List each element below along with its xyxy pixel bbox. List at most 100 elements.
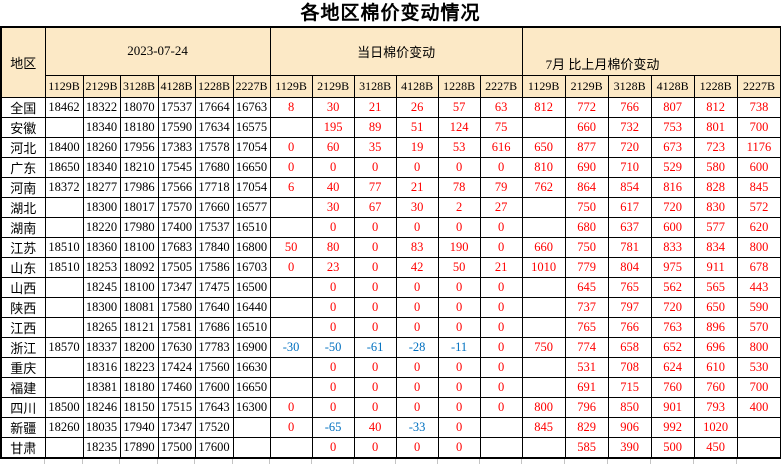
price-cell[interactable]: 17890 — [119, 436, 159, 458]
daily-change-cell[interactable]: 0 — [353, 276, 397, 298]
price-cell[interactable]: 18340 — [82, 116, 121, 138]
daily-change-cell[interactable]: 21 — [479, 256, 523, 278]
column-code-header[interactable]: 2227B — [479, 74, 523, 98]
monthly-change-cell[interactable]: 620 — [736, 216, 781, 238]
price-cell[interactable]: 17660 — [194, 196, 234, 218]
daily-change-cell[interactable]: 0 — [395, 396, 439, 418]
daily-change-cell[interactable]: 50 — [437, 256, 481, 278]
monthly-change-cell[interactable]: 765 — [564, 316, 609, 338]
column-code-header[interactable]: 2129B — [82, 74, 121, 98]
monthly-change-cell[interactable]: 796 — [564, 396, 609, 418]
column-code-header[interactable]: 1129B — [521, 74, 566, 98]
monthly-change-cell[interactable]: 617 — [607, 196, 652, 218]
column-code-header[interactable]: 3128B — [607, 74, 652, 98]
daily-change-cell[interactable]: 0 — [269, 416, 313, 438]
price-cell[interactable]: 18650 — [44, 156, 84, 178]
price-cell[interactable]: 16900 — [232, 336, 271, 358]
price-cell[interactable]: 17986 — [119, 176, 159, 198]
daily-change-cell[interactable]: 0 — [311, 376, 355, 398]
daily-change-cell[interactable]: 0 — [353, 376, 397, 398]
daily-change-cell[interactable]: 0 — [437, 316, 481, 338]
monthly-change-cell[interactable] — [521, 376, 566, 398]
column-code-header[interactable]: 1129B — [269, 74, 313, 98]
price-cell[interactable]: 18180 — [119, 116, 159, 138]
column-code-header[interactable]: 4128B — [650, 74, 695, 98]
monthly-change-cell[interactable]: 700 — [736, 376, 781, 398]
monthly-change-cell[interactable]: 680 — [564, 216, 609, 238]
monthly-change-cell[interactable]: 580 — [693, 156, 738, 178]
daily-change-cell[interactable]: 0 — [353, 256, 397, 278]
monthly-change-cell[interactable]: 779 — [564, 256, 609, 278]
price-cell[interactable]: 17940 — [119, 416, 159, 438]
monthly-change-cell[interactable]: 390 — [607, 436, 652, 458]
price-cell[interactable]: 18210 — [119, 156, 159, 178]
price-cell[interactable]: 17718 — [194, 176, 234, 198]
price-cell[interactable]: 16763 — [232, 96, 271, 118]
daily-change-cell[interactable]: 0 — [437, 396, 481, 418]
region-cell[interactable]: 河北 — [0, 136, 46, 158]
price-cell[interactable]: 17475 — [194, 276, 234, 298]
region-cell[interactable]: 江苏 — [0, 236, 46, 258]
price-cell[interactable]: 18400 — [44, 136, 84, 158]
monthly-change-cell[interactable]: 845 — [521, 416, 566, 438]
daily-change-cell[interactable]: 0 — [479, 296, 523, 318]
region-cell[interactable]: 山东 — [0, 256, 46, 278]
price-cell[interactable]: 17537 — [157, 96, 196, 118]
daily-change-cell[interactable]: 616 — [479, 136, 523, 158]
daily-change-cell[interactable]: 75 — [479, 116, 523, 138]
price-cell[interactable]: 18300 — [82, 196, 121, 218]
daily-change-cell[interactable]: -11 — [437, 336, 481, 358]
monthly-change-cell[interactable]: 760 — [693, 376, 738, 398]
daily-change-cell[interactable]: 0 — [395, 296, 439, 318]
monthly-change-cell[interactable]: 678 — [736, 256, 781, 278]
price-cell[interactable] — [44, 376, 84, 398]
daily-change-cell[interactable]: 0 — [269, 256, 313, 278]
monthly-change-cell[interactable] — [521, 216, 566, 238]
monthly-change-cell[interactable]: 691 — [564, 376, 609, 398]
monthly-change-cell[interactable]: 828 — [693, 176, 738, 198]
price-cell[interactable]: 16500 — [232, 276, 271, 298]
price-cell[interactable]: 18277 — [82, 176, 121, 198]
daily-change-cell[interactable]: 190 — [437, 236, 481, 258]
region-cell[interactable]: 全国 — [0, 96, 46, 118]
monthly-change-cell[interactable]: 812 — [693, 96, 738, 118]
price-cell[interactable]: 18246 — [82, 396, 121, 418]
price-cell[interactable]: 16650 — [232, 156, 271, 178]
monthly-change-cell[interactable]: 765 — [607, 276, 652, 298]
region-cell[interactable]: 福建 — [0, 376, 46, 398]
price-cell[interactable]: 18070 — [119, 96, 159, 118]
daily-change-cell[interactable]: 30 — [395, 196, 439, 218]
region-cell[interactable]: 重庆 — [0, 356, 46, 378]
price-cell[interactable]: 18150 — [119, 396, 159, 418]
monthly-change-cell[interactable]: 650 — [693, 296, 738, 318]
monthly-change-cell[interactable]: 1010 — [521, 256, 566, 278]
price-cell[interactable]: 18253 — [82, 256, 121, 278]
column-code-header[interactable]: 1228B — [437, 74, 481, 98]
column-code-header[interactable]: 3128B — [119, 74, 159, 98]
daily-change-cell[interactable]: 0 — [479, 216, 523, 238]
column-code-header[interactable]: 1228B — [194, 74, 234, 98]
monthly-change-cell[interactable]: 624 — [650, 356, 695, 378]
daily-change-cell[interactable]: 57 — [437, 96, 481, 118]
daily-change-cell[interactable]: 40 — [353, 416, 397, 438]
price-cell[interactable] — [44, 216, 84, 238]
daily-change-cell[interactable]: 0 — [353, 156, 397, 178]
monthly-change-cell[interactable]: 650 — [521, 136, 566, 158]
daily-change-cell[interactable]: 0 — [353, 316, 397, 338]
monthly-change-cell[interactable] — [736, 436, 781, 458]
price-cell[interactable]: 17600 — [194, 376, 234, 398]
price-cell[interactable]: 18100 — [119, 236, 159, 258]
monthly-change-cell[interactable]: 690 — [564, 156, 609, 178]
daily-change-cell[interactable]: 0 — [479, 376, 523, 398]
daily-change-cell[interactable]: 0 — [437, 356, 481, 378]
monthly-change-cell[interactable]: 781 — [607, 236, 652, 258]
daily-change-cell[interactable]: 0 — [353, 356, 397, 378]
price-cell[interactable] — [44, 296, 84, 318]
daily-change-cell[interactable]: 83 — [395, 236, 439, 258]
price-cell[interactable]: 16703 — [232, 256, 271, 278]
monthly-change-cell[interactable]: 816 — [650, 176, 695, 198]
monthly-change-cell[interactable]: 833 — [650, 236, 695, 258]
monthly-change-cell[interactable]: 720 — [650, 296, 695, 318]
daily-change-cell[interactable]: 0 — [311, 436, 355, 458]
price-cell[interactable]: 16510 — [232, 316, 271, 338]
